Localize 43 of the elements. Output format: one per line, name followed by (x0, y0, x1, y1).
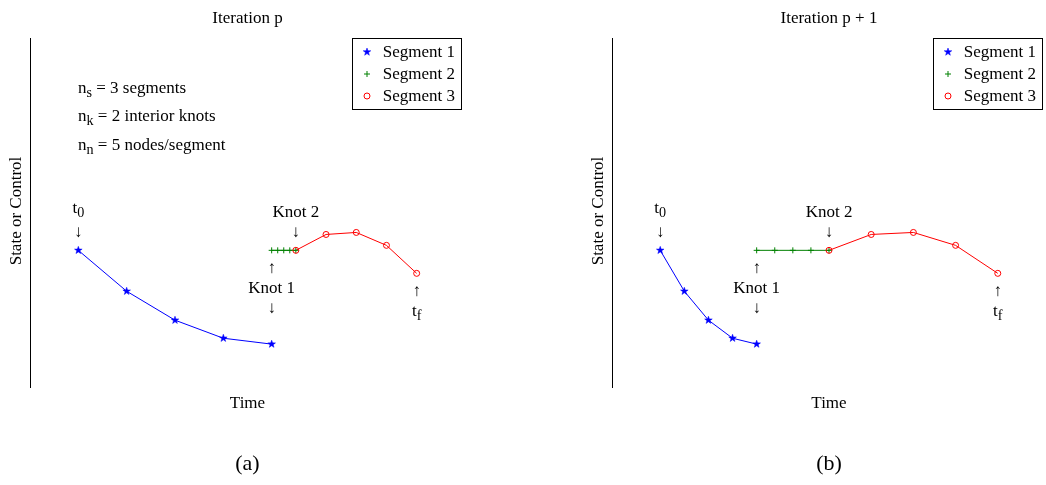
annotation: t$_{0}$ ↓ (653, 197, 668, 243)
text: (a) (234, 450, 261, 476)
text: (b) (815, 450, 843, 476)
annotation: t$_{0}$ ↓ (71, 197, 86, 243)
point (322, 230, 330, 238)
annotation: ↑ Knot 1 ↓ (732, 258, 782, 319)
legend-label: Segment 2 (382, 63, 455, 85)
y-axis-title: State or Control (6, 155, 26, 268)
point (728, 333, 737, 342)
point (752, 339, 761, 348)
point (413, 269, 421, 277)
point (704, 315, 713, 324)
text: n$_{s}$ = 3 segments (78, 77, 188, 103)
point (219, 333, 228, 342)
annotation: ↑ t$_{f}$ (992, 281, 1004, 326)
point (267, 339, 276, 348)
point (909, 228, 917, 236)
point (382, 241, 390, 249)
point (656, 246, 665, 254)
legend-label: Segment 3 (382, 85, 455, 107)
legend-label: Segment 2 (963, 63, 1036, 85)
point (867, 230, 875, 238)
chart-title: Iteration p (211, 8, 284, 28)
annotation: Knot 2 ↓ (271, 202, 321, 243)
chart-title: Iteration p + 1 (779, 8, 879, 28)
annotation: Knot 2 ↓ (804, 202, 854, 243)
point (680, 286, 689, 295)
legend-label: Segment 1 (963, 41, 1036, 63)
point (122, 286, 131, 295)
y-axis-title: State or Control (588, 155, 608, 268)
legend-label: Segment 3 (963, 85, 1036, 107)
point (74, 246, 83, 254)
text: n$_{k}$ = 2 interior knots (78, 105, 217, 131)
legend-label: Segment 1 (382, 41, 455, 63)
x-axis-title: Time (810, 393, 848, 413)
annotation: ↑ t$_{f}$ (410, 281, 423, 326)
point (994, 269, 1002, 277)
point (170, 315, 180, 324)
point (352, 228, 360, 236)
text: n$_{n}$ = 5 nodes/segment (78, 133, 226, 160)
point (952, 241, 960, 249)
annotation: ↑ Knot 1 ↓ (247, 258, 297, 319)
x-axis-title: Time (228, 393, 267, 413)
